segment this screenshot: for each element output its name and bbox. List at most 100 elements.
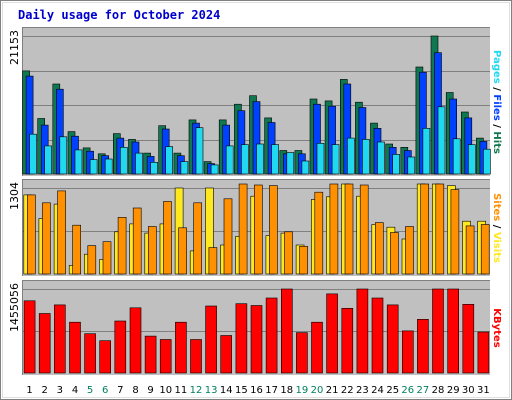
x-tick-label-28: 28 <box>432 385 445 396</box>
graph-title: Daily usage for October 2024 <box>18 8 221 22</box>
bar-sites-8 <box>132 207 142 275</box>
bar-sites-3 <box>57 190 66 275</box>
bar-kbytes-24 <box>371 297 384 374</box>
bar-sites-20 <box>314 191 324 275</box>
bar-pages-11 <box>180 161 189 175</box>
x-tick-label-30: 30 <box>462 385 475 396</box>
legend-entry: / <box>491 121 502 132</box>
bar-sites-14 <box>223 198 233 275</box>
bar-pages-16 <box>256 143 264 175</box>
bar-pages-28 <box>437 106 446 175</box>
bar-kbytes-4 <box>69 321 81 374</box>
x-tick-label-26: 26 <box>401 385 414 396</box>
bar-sites-23 <box>359 184 369 275</box>
bar-sites-29 <box>450 189 460 275</box>
bar-pages-2 <box>44 145 53 175</box>
x-tick-label-15: 15 <box>235 385 248 396</box>
legend-entry: KBytes <box>491 308 502 347</box>
x-tick-label-25: 25 <box>386 385 399 396</box>
legend-entry: Visits <box>491 232 502 263</box>
legend-entry: Files <box>491 94 502 120</box>
bar-pages-14 <box>225 145 234 175</box>
bar-kbytes-17 <box>265 297 278 374</box>
bar-sites-7 <box>117 217 127 275</box>
bar-sites-26 <box>405 226 414 275</box>
bar-kbytes-15 <box>235 303 248 374</box>
bar-kbytes-30 <box>462 303 475 374</box>
bar-kbytes-31 <box>477 331 490 374</box>
bar-sites-2 <box>42 202 51 275</box>
legend-entry: Pages <box>491 50 502 84</box>
bar-sites-24 <box>374 222 384 275</box>
bar-kbytes-25 <box>386 304 399 374</box>
bar-kbytes-5 <box>84 333 96 374</box>
bar-pages-21 <box>331 144 340 175</box>
bar-kbytes-10 <box>159 339 172 374</box>
bar-pages-17 <box>271 144 279 175</box>
x-tick-label-4: 4 <box>72 385 78 396</box>
bar-kbytes-18 <box>280 288 293 374</box>
bar-kbytes-2 <box>38 313 51 374</box>
bar-kbytes-7 <box>114 320 127 374</box>
bar-kbytes-11 <box>175 321 187 374</box>
bar-sites-17 <box>269 185 278 275</box>
panel-visits-sites: 1304 Sites / Visits <box>8 179 502 277</box>
legend-entry: / <box>491 221 502 232</box>
bar-kbytes-9 <box>144 335 157 374</box>
bar-sites-28 <box>435 183 445 275</box>
legend-entry: / <box>491 84 502 95</box>
x-tick-label-10: 10 <box>159 385 172 396</box>
bar-kbytes-26 <box>401 330 414 374</box>
legend-kbytes: KBytes <box>491 308 502 347</box>
bar-pages-3 <box>59 136 68 175</box>
x-tick-label-27: 27 <box>417 385 430 396</box>
x-tick-label-2: 2 <box>42 385 48 396</box>
legend-entry: Hits <box>491 131 502 154</box>
bar-kbytes-1 <box>23 300 36 374</box>
bar-pages-6 <box>104 158 113 175</box>
bar-pages-18 <box>286 152 295 175</box>
bar-sites-25 <box>390 232 399 275</box>
x-tick-label-20: 20 <box>311 385 324 396</box>
bar-pages-8 <box>135 152 143 175</box>
x-tick-label-18: 18 <box>280 385 293 396</box>
bar-pages-15 <box>241 144 249 175</box>
bar-pages-25 <box>392 154 401 175</box>
bar-sites-30 <box>465 225 475 275</box>
bar-pages-19 <box>301 160 310 175</box>
y-axis-max-label: 1304 <box>8 182 21 210</box>
bar-kbytes-16 <box>250 305 263 374</box>
bar-kbytes-6 <box>99 340 111 374</box>
x-tick-label-23: 23 <box>356 385 369 396</box>
bar-sites-16 <box>254 184 263 275</box>
bar-pages-22 <box>346 137 355 175</box>
bar-pages-26 <box>407 156 416 175</box>
bar-pages-13 <box>210 164 219 175</box>
x-tick-label-22: 22 <box>341 385 354 396</box>
bar-sites-11 <box>178 227 187 275</box>
bar-kbytes-21 <box>326 293 338 374</box>
panel-kbytes: 1455056 KBytes <box>8 280 502 376</box>
bar-kbytes-12 <box>190 339 202 374</box>
x-tick-label-6: 6 <box>102 385 108 396</box>
x-tick-label-16: 16 <box>250 385 263 396</box>
bar-pages-23 <box>362 139 370 175</box>
bar-kbytes-19 <box>296 332 308 374</box>
bar-sites-1 <box>26 194 36 275</box>
bar-pages-30 <box>467 144 476 175</box>
bar-sites-21 <box>329 183 339 275</box>
x-tick-label-8: 8 <box>132 385 138 396</box>
bar-sites-12 <box>193 202 202 275</box>
legend-entry: Sites <box>491 193 502 221</box>
panel-hits-files-pages: 21153 Pages / Files / Hits <box>8 27 502 177</box>
x-tick-label-14: 14 <box>220 385 233 396</box>
bar-pages-4 <box>74 149 83 175</box>
legend-visits-sites: Sites / Visits <box>491 193 502 263</box>
bar-kbytes-14 <box>220 335 232 374</box>
bar-sites-19 <box>299 246 308 275</box>
bar-pages-1 <box>29 133 37 175</box>
bar-sites-15 <box>238 183 248 275</box>
bar-kbytes-8 <box>129 307 142 374</box>
